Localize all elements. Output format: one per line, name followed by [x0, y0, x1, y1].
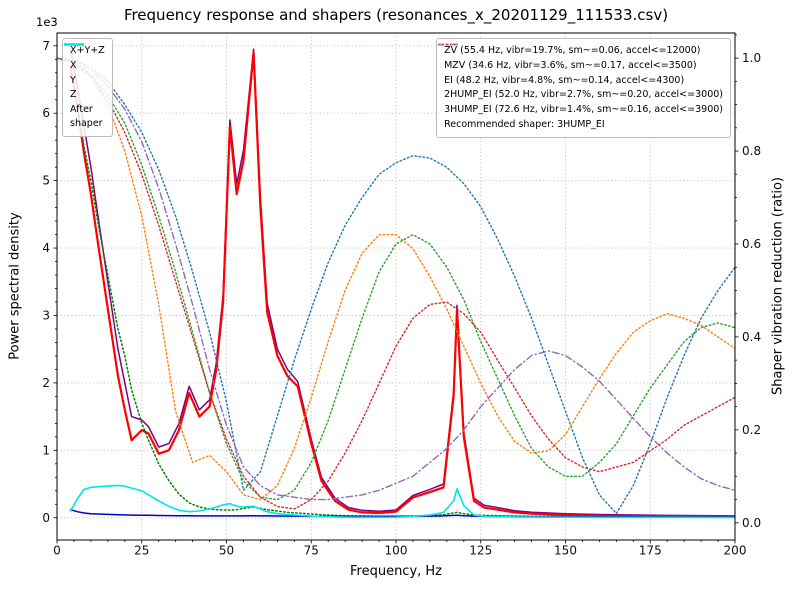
legend-entry: 3HUMP_EI (72.6 Hz, vibr=1.4%, sm~=0.16, …: [438, 43, 723, 117]
right-y-tick-label: 0.8: [742, 144, 761, 158]
x-axis-label: Frequency, Hz: [349, 564, 443, 579]
x-tick-label: 200: [724, 544, 747, 558]
legend-entry: X: [64, 43, 105, 73]
x-tick-label: 100: [385, 544, 408, 558]
x-tick-label: 50: [219, 544, 234, 558]
legend-entry: MZV (34.6 Hz, vibr=3.6%, sm~=0.17, accel…: [438, 43, 723, 73]
legend-entry: EI (48.2 Hz, vibr=4.8%, sm~=0.14, accel<…: [438, 43, 723, 88]
left-y-tick-label: 7: [42, 39, 50, 53]
legend-entry: 2HUMP_EI (52.0 Hz, vibr=2.7%, sm~=0.20, …: [438, 43, 723, 102]
legend-empty-swatch: [437, 39, 459, 50]
right-y-tick-label: 0.4: [742, 330, 761, 344]
shaper-mzv-line: [57, 57, 735, 501]
legend-entry: Z: [64, 43, 105, 102]
psd-z-line: [69, 508, 735, 518]
right-y-axis-label: Shaper vibration reduction (ratio): [770, 177, 786, 395]
legend-entry: Y: [64, 43, 105, 88]
legend-entry: Recommended shaper: 3HUMP_EI: [444, 118, 723, 132]
psd-after-shaper-line: [69, 484, 735, 519]
legend-shapers: ZV (55.4 Hz, vibr=19.7%, sm~=0.06, accel…: [436, 38, 731, 138]
plot-border: [56, 32, 736, 541]
shaper-zv-line: [57, 57, 735, 515]
right-y-tick-label: 0.0: [742, 516, 761, 530]
legend-psd: X+Y+Z X Y Z After shaper: [62, 38, 113, 137]
left-y-tick-label: 6: [42, 106, 50, 120]
legend-label: X+Y+Z: [70, 45, 105, 56]
left-y-axis-label: Power spectral density: [7, 212, 23, 360]
legend-label: EI (48.2 Hz, vibr=4.8%, sm~=0.14, accel<…: [444, 74, 685, 86]
legend-label: After shaper: [70, 104, 103, 129]
legend-label: Z: [70, 89, 77, 101]
x-tick-label: 150: [554, 544, 577, 558]
shaper-ei-line: [57, 57, 735, 501]
x-tick-label: 25: [134, 544, 149, 558]
left-y-tick-label: 5: [42, 174, 50, 188]
x-tick-label: 125: [469, 544, 492, 558]
legend-label: Y: [70, 74, 76, 86]
legend-entry: ZV (55.4 Hz, vibr=19.7%, sm~=0.06, accel…: [438, 43, 723, 58]
legend-label: MZV (34.6 Hz, vibr=3.6%, sm~=0.17, accel…: [444, 59, 697, 71]
left-y-tick-label: 0: [42, 511, 50, 525]
psd-x-line: [69, 51, 735, 518]
left-axis-offset-text: 1e3: [36, 15, 58, 29]
x-tick-label: 0: [53, 544, 61, 558]
legend-label: ZV (55.4 Hz, vibr=19.7%, sm~=0.06, accel…: [444, 45, 701, 56]
shaper-2hump-ei-line: [57, 57, 735, 510]
legend-label: 3HUMP_EI (72.6 Hz, vibr=1.4%, sm~=0.16, …: [444, 104, 723, 116]
psd-y-line: [69, 72, 735, 518]
left-y-tick-label: 1: [42, 443, 50, 457]
x-tick-label: 175: [639, 544, 662, 558]
right-y-tick-label: 1.0: [742, 51, 761, 65]
legend-line-swatch: [64, 43, 84, 46]
legend-label: 2HUMP_EI (52.0 Hz, vibr=2.7%, sm~=0.20, …: [444, 89, 723, 101]
x-tick-label: 75: [304, 544, 319, 558]
legend-label: Recommended shaper: 3HUMP_EI: [444, 118, 605, 130]
shaper-3hump-ei-line: [57, 57, 735, 501]
legend-label: X: [70, 59, 77, 71]
left-y-tick-label: 2: [42, 376, 50, 390]
left-y-tick-label: 4: [42, 241, 50, 255]
right-y-tick-label: 0.2: [742, 423, 761, 437]
left-y-tick-label: 3: [42, 308, 50, 322]
chart-title: Frequency response and shapers (resonanc…: [123, 6, 669, 24]
legend-entry: After shaper: [64, 43, 105, 131]
tick-labels: 0 25 50 75 100 125 150 175 200 0 1 2 3 4 5 6 7 0.0 0.2 0.4 0…: [42, 39, 761, 558]
right-y-tick-label: 0.6: [742, 237, 761, 251]
legend-line-swatch: [438, 43, 459, 46]
